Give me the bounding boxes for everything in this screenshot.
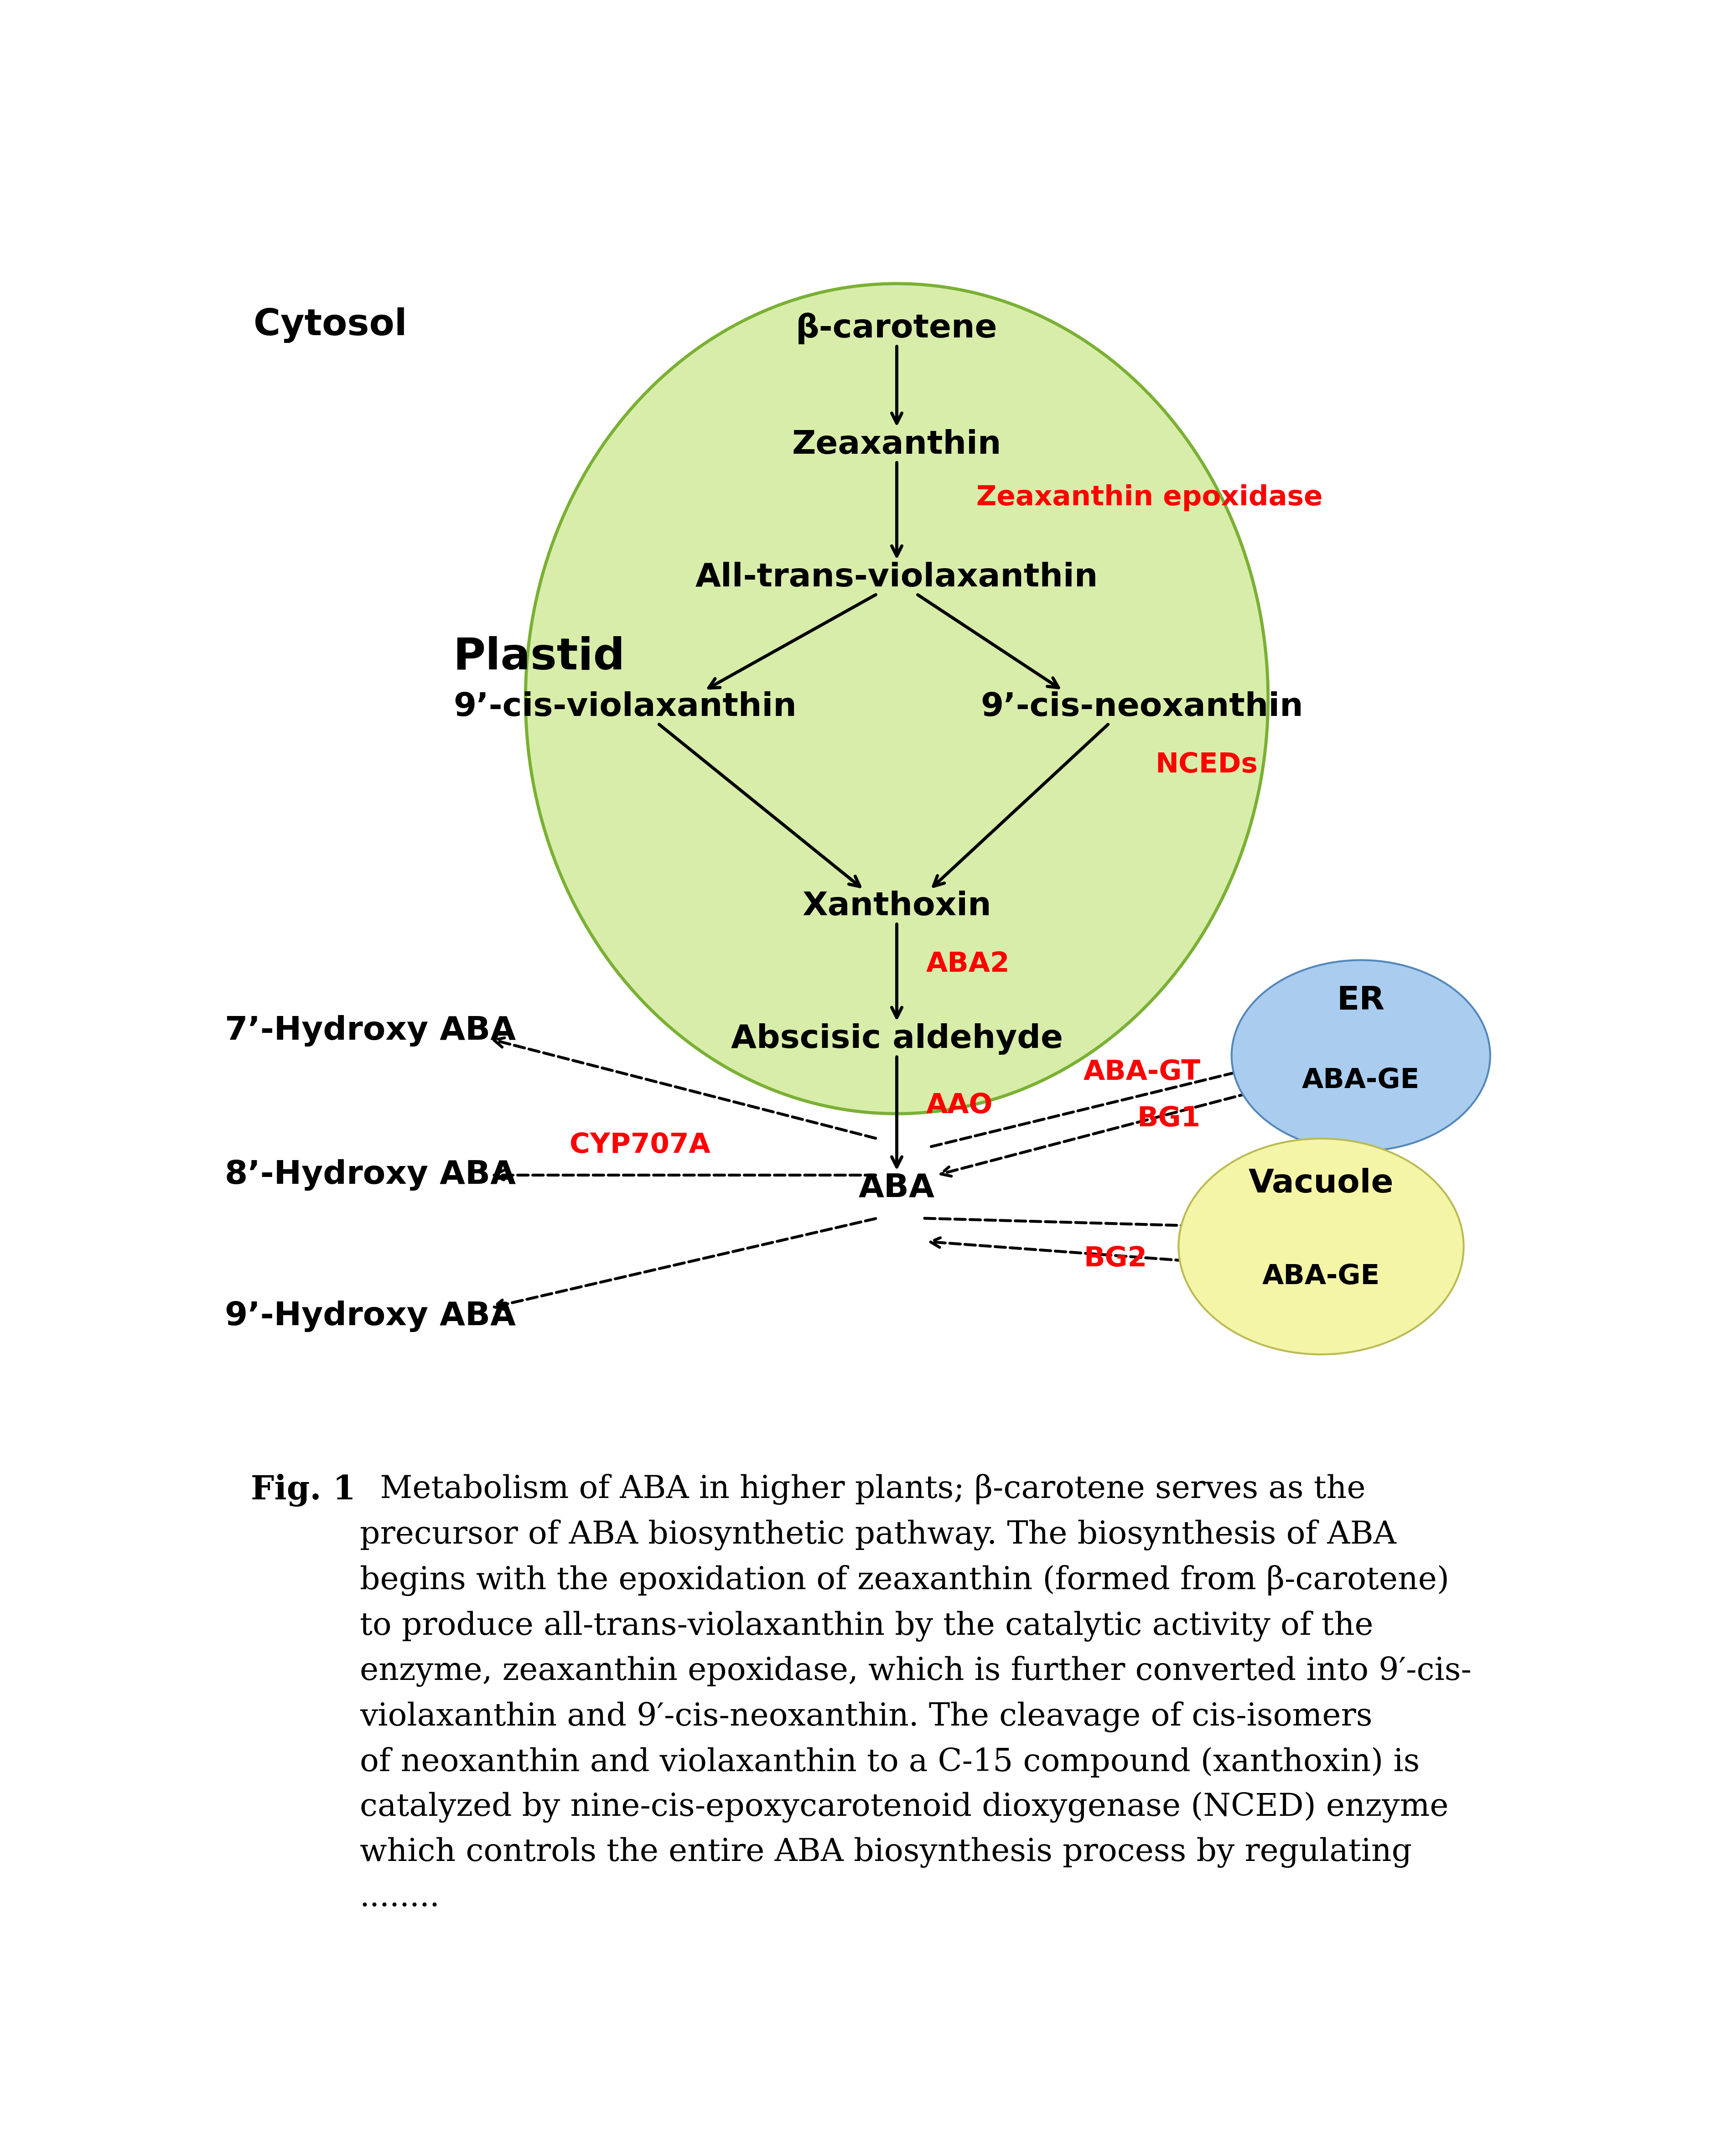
Text: 7’-Hydroxy ABA: 7’-Hydroxy ABA bbox=[224, 1015, 515, 1046]
Text: ABA: ABA bbox=[859, 1173, 934, 1203]
Text: All-trans-violaxanthin: All-trans-violaxanthin bbox=[695, 563, 1098, 593]
Text: ABA2: ABA2 bbox=[926, 951, 1009, 977]
Text: β-carotene: β-carotene bbox=[796, 313, 998, 345]
Text: ABA-GE: ABA-GE bbox=[1302, 1067, 1420, 1093]
Text: BG2: BG2 bbox=[1083, 1246, 1148, 1272]
Text: CYP707A: CYP707A bbox=[570, 1132, 710, 1158]
Text: 9’-cis-violaxanthin: 9’-cis-violaxanthin bbox=[453, 692, 797, 722]
Text: NCEDs: NCEDs bbox=[1155, 752, 1258, 778]
Text: Xanthoxin: Xanthoxin bbox=[802, 890, 991, 923]
Text: Cytosol: Cytosol bbox=[253, 308, 407, 343]
Ellipse shape bbox=[525, 285, 1268, 1115]
Text: 9’-cis-neoxanthin: 9’-cis-neoxanthin bbox=[980, 692, 1304, 722]
Text: 9’-Hydroxy ABA: 9’-Hydroxy ABA bbox=[224, 1300, 515, 1332]
Text: ABA-GT: ABA-GT bbox=[1083, 1059, 1201, 1087]
Text: Zeaxanthin: Zeaxanthin bbox=[792, 429, 1001, 461]
Text: Abscisic aldehyde: Abscisic aldehyde bbox=[731, 1024, 1063, 1054]
Ellipse shape bbox=[1179, 1138, 1463, 1354]
Text: AAO: AAO bbox=[926, 1091, 992, 1119]
Text: BG1: BG1 bbox=[1136, 1106, 1201, 1132]
Text: 8’-Hydroxy ABA: 8’-Hydroxy ABA bbox=[224, 1160, 515, 1190]
Text: Fig. 1: Fig. 1 bbox=[252, 1475, 356, 1507]
Text: ER: ER bbox=[1336, 985, 1384, 1015]
Text: Plastid: Plastid bbox=[453, 636, 625, 679]
Text: Zeaxanthin epoxidase: Zeaxanthin epoxidase bbox=[977, 485, 1323, 511]
Text: Metabolism of ABA in higher plants; β-carotene serves as the
precursor of ABA bi: Metabolism of ABA in higher plants; β-ca… bbox=[359, 1475, 1471, 1912]
Ellipse shape bbox=[1232, 959, 1490, 1151]
Text: ABA-GE: ABA-GE bbox=[1263, 1263, 1381, 1289]
Text: Vacuole: Vacuole bbox=[1249, 1169, 1394, 1199]
